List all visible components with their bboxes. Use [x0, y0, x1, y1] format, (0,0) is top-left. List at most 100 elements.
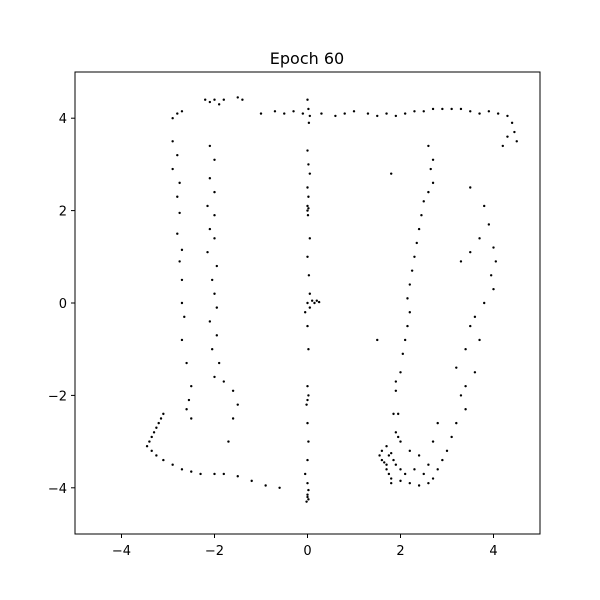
data-point: [320, 112, 323, 115]
data-point: [178, 181, 181, 185]
data-point: [306, 255, 309, 258]
data-point: [417, 484, 421, 487]
data-point: [162, 412, 165, 416]
data-point: [222, 472, 225, 476]
data-point: [515, 140, 518, 143]
data-point: [441, 458, 444, 462]
data-point: [303, 311, 307, 314]
data-point: [317, 300, 321, 304]
data-point: [180, 278, 184, 282]
data-point: [427, 144, 430, 148]
data-point: [307, 348, 310, 351]
data-point: [366, 112, 370, 115]
data-point: [431, 158, 435, 161]
data-point: [415, 241, 418, 245]
data-point: [455, 366, 458, 369]
data-point: [152, 431, 156, 434]
data-point: [148, 440, 151, 443]
data-point: [306, 493, 309, 496]
data-point: [306, 186, 309, 189]
data-point: [190, 417, 193, 420]
data-point: [306, 384, 309, 388]
y-axis: −4 −2 0 2 4: [48, 112, 75, 497]
data-point: [208, 320, 212, 323]
data-point: [385, 463, 388, 466]
data-point: [510, 121, 514, 125]
data-point: [396, 412, 400, 416]
data-point: [236, 96, 239, 99]
data-point: [231, 389, 235, 392]
data-point: [399, 468, 402, 471]
data-point: [420, 214, 423, 217]
data-point: [208, 144, 212, 148]
data-point: [399, 479, 402, 483]
data-point: [187, 398, 191, 402]
data-point: [406, 297, 409, 300]
data-point: [492, 287, 495, 291]
data-point: [473, 315, 477, 319]
data-point: [185, 361, 188, 365]
data-point: [162, 458, 165, 462]
data-point: [431, 181, 435, 185]
data-point: [305, 403, 308, 406]
data-point: [469, 186, 472, 189]
y-tick-label: 2: [59, 205, 67, 220]
data-point: [176, 232, 179, 235]
data-point: [180, 248, 184, 252]
data-point: [306, 214, 310, 217]
data-point: [171, 463, 174, 466]
y-tick-label: 0: [59, 297, 67, 312]
data-point: [429, 167, 432, 171]
data-point: [422, 110, 425, 113]
data-point: [308, 306, 312, 309]
data-point: [306, 204, 309, 208]
data-point: [445, 449, 449, 453]
data-point: [306, 98, 309, 101]
data-point: [236, 403, 239, 406]
data-point: [385, 468, 388, 471]
data-point: [185, 408, 188, 411]
data-point: [213, 237, 216, 240]
data-point: [436, 421, 439, 425]
x-tick-label: 2: [396, 544, 404, 559]
data-point: [406, 324, 409, 328]
data-point: [180, 301, 184, 305]
data-point: [401, 352, 405, 356]
data-point: [259, 112, 263, 115]
data-point: [394, 114, 398, 118]
data-point: [489, 274, 493, 277]
data-point: [501, 144, 504, 148]
data-point: [303, 472, 307, 476]
data-point: [408, 449, 411, 453]
data-point: [180, 338, 184, 342]
data-point: [155, 426, 158, 429]
data-point: [215, 306, 219, 309]
data-point: [394, 463, 398, 466]
data-point: [413, 468, 416, 471]
data-point: [459, 107, 463, 111]
data-point: [427, 463, 430, 466]
data-point: [422, 472, 425, 476]
data-point: [431, 107, 435, 111]
data-point: [408, 481, 411, 485]
data-point: [413, 110, 416, 113]
x-tick-label: −4: [112, 544, 131, 559]
data-point: [390, 172, 393, 175]
data-point: [390, 481, 393, 485]
data-point: [213, 98, 216, 101]
data-point: [204, 98, 207, 101]
data-point: [157, 421, 160, 425]
data-point: [396, 435, 400, 439]
data-point: [352, 110, 356, 113]
data-point: [394, 389, 398, 392]
data-point: [215, 334, 219, 337]
data-point: [478, 338, 481, 342]
data-point: [506, 114, 509, 118]
data-point: [487, 110, 491, 113]
data-point: [450, 107, 453, 111]
data-point: [307, 498, 310, 501]
data-point: [307, 107, 310, 111]
data-point: [305, 500, 308, 503]
data-point: [171, 167, 174, 171]
